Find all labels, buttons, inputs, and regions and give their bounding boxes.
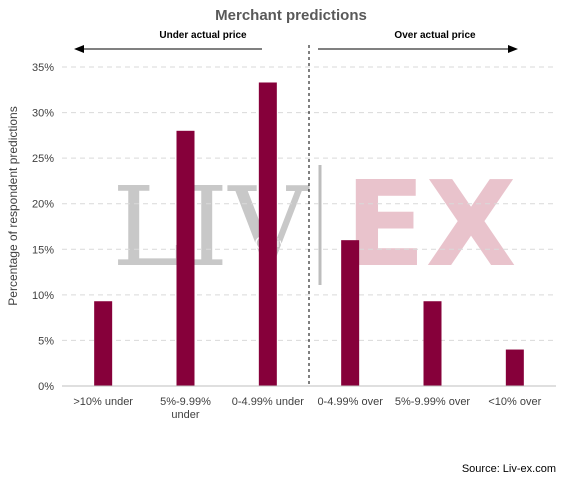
bar <box>94 301 113 386</box>
y-axis-ticks: 0% 5% 10% 15% 20% 25% 30% 35% <box>32 62 54 393</box>
y-tick-label: 20% <box>32 199 54 211</box>
y-axis-label: Percentage of respondent predictions <box>6 106 20 305</box>
y-tick-label: 25% <box>32 153 54 165</box>
x-tick-label: >10% under <box>73 396 133 408</box>
bar <box>176 130 195 386</box>
y-tick-label: 0% <box>38 381 54 393</box>
x-tick-label: <10% over <box>488 396 541 408</box>
x-tick-label: 0-4.99% over <box>317 396 383 408</box>
watermark-liv: LIV <box>112 163 310 291</box>
y-tick-label: 35% <box>32 62 54 74</box>
bar <box>505 349 524 386</box>
y-tick-label: 10% <box>32 290 54 302</box>
y-tick-label: 30% <box>32 108 54 120</box>
source-text: Source: Liv-ex.com <box>462 463 556 475</box>
y-tick-label: 15% <box>32 244 54 256</box>
x-tick-label: 5%-9.99% over <box>395 396 471 408</box>
x-tick-label: 5%-9.99% under <box>160 396 211 421</box>
under-arrow <box>74 45 262 53</box>
over-label: Over actual price <box>394 30 476 41</box>
watermark: LIV EX Liv-ex <box>112 155 517 293</box>
y-tick-label: 5% <box>38 335 54 347</box>
watermark-ex: EX <box>345 155 517 293</box>
bar <box>423 301 442 386</box>
x-axis-ticks: >10% under 5%-9.99% under 0-4.99% under 0-4.… <box>73 396 541 421</box>
chart-title: Merchant predictions <box>215 7 367 24</box>
bar <box>341 240 360 386</box>
bar <box>258 82 277 386</box>
over-arrow <box>318 45 518 53</box>
under-label: Under actual price <box>159 30 247 41</box>
x-tick-label: 0-4.99% under <box>232 396 304 408</box>
watermark-overlay-text: Liv-ex <box>270 236 302 250</box>
bars <box>94 82 524 386</box>
